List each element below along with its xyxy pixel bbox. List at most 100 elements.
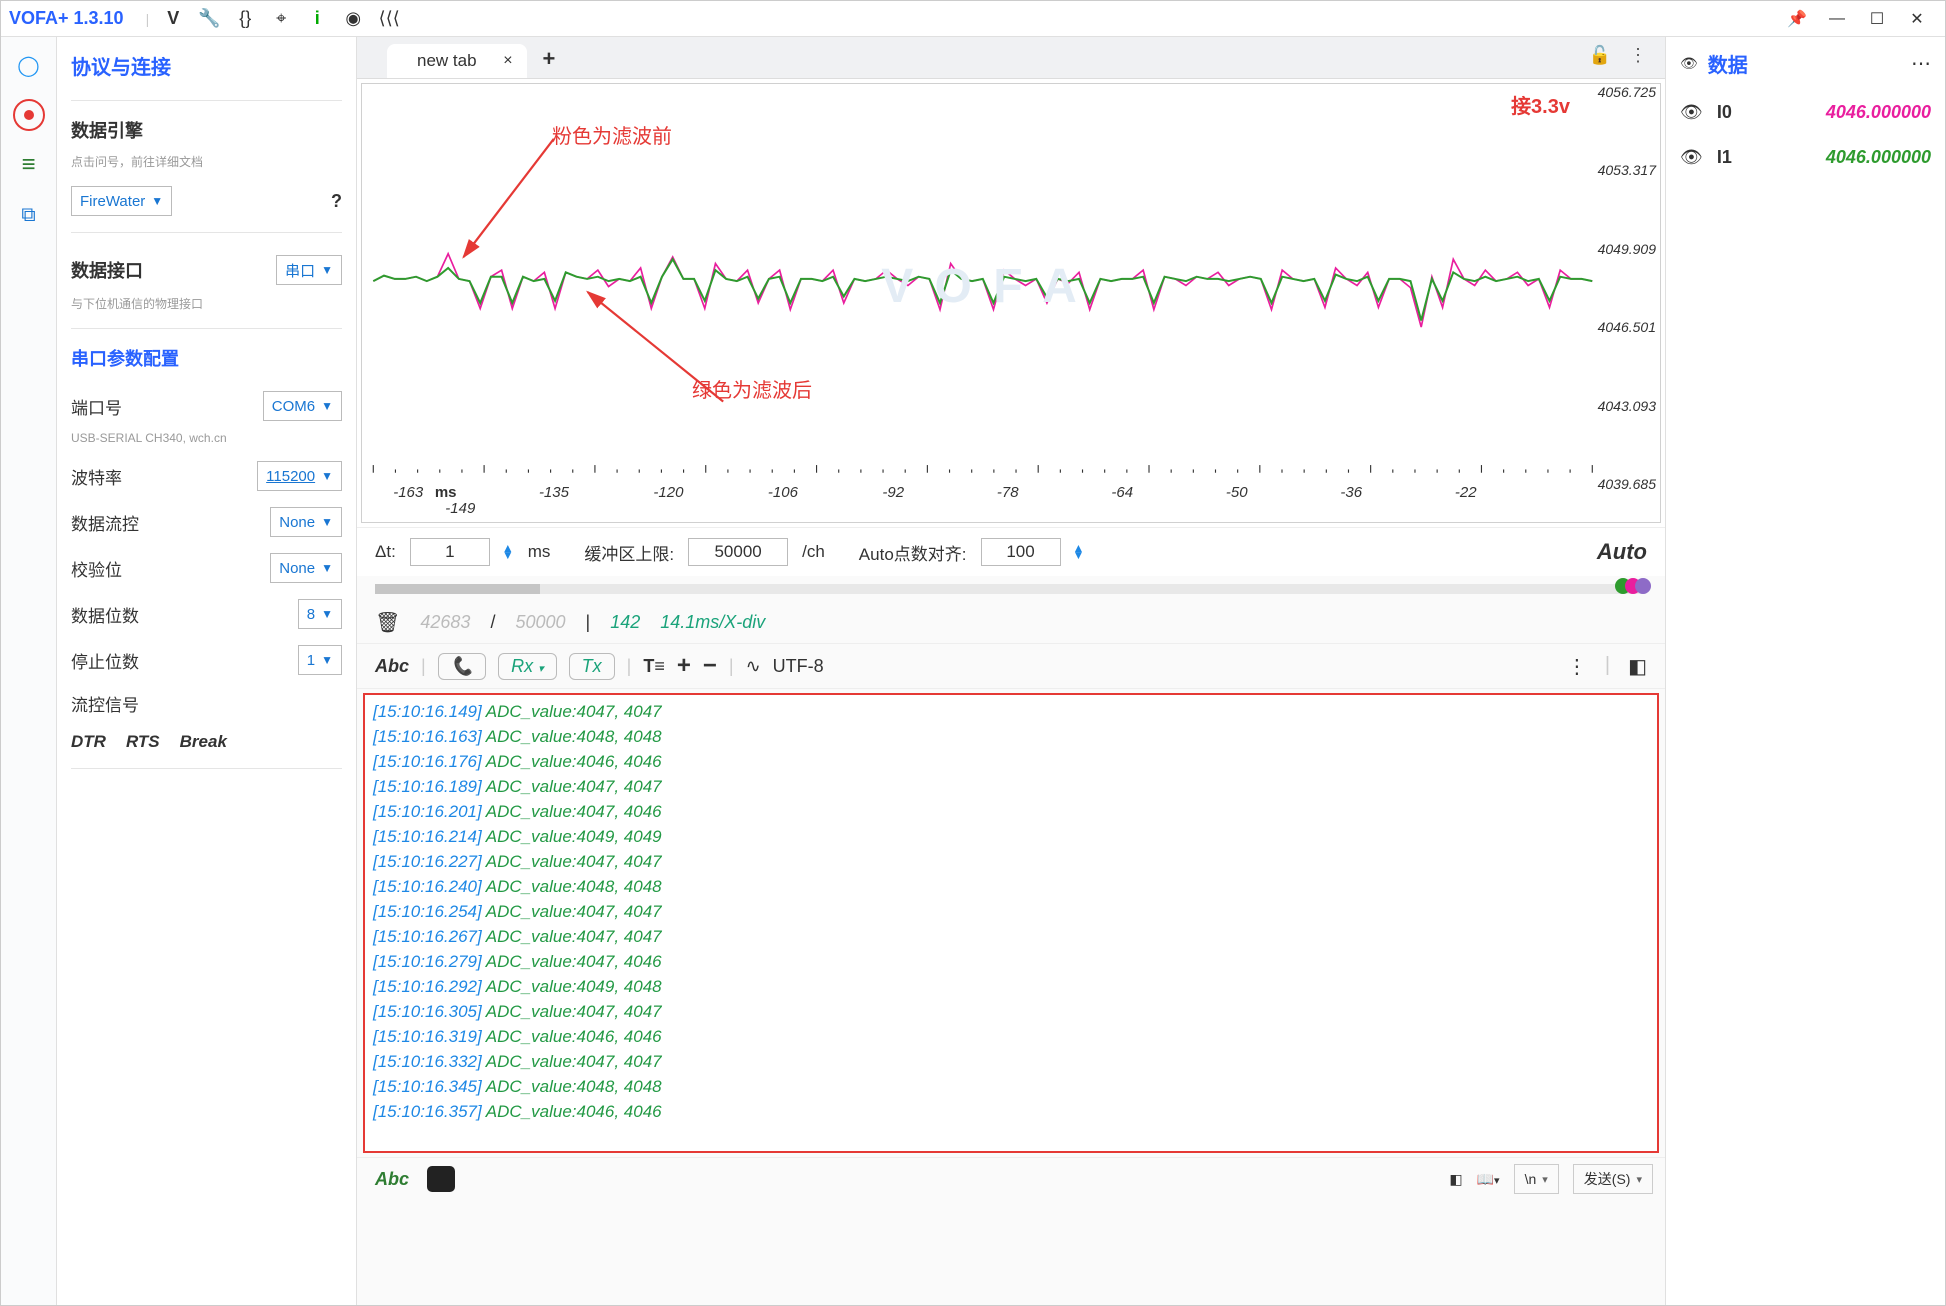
auto-button[interactable]: Auto [1597, 539, 1647, 565]
waveform-chart[interactable]: V O F A 接3.3v [361, 83, 1661, 523]
zoom-out-icon[interactable]: − [703, 652, 717, 680]
x-axis-labels: -163ms-149-135-120-106-92-78-64-50-36-22 [362, 484, 1580, 518]
copy-icon[interactable]: ⧉ [13, 199, 45, 231]
eraser-icon[interactable]: ◧ [1628, 654, 1647, 679]
target-icon[interactable]: ⌖ [267, 5, 295, 33]
serial-title: 串口参数配置 [71, 345, 342, 371]
tab-close-icon[interactable]: × [503, 52, 512, 70]
interface-hint: 与下位机通信的物理接口 [71, 295, 342, 312]
rx-toolbar: Abc | 📞 Rx ▾ Tx | T≡ + − | ∿ UTF-8 ⋮ | ◧ [357, 644, 1665, 689]
engine-select[interactable]: FireWater▼ [71, 186, 172, 216]
buffer-bar: Δt: 1 ▲▼ ms 缓冲区上限: 50000 /ch Auto点数对齐: 1… [357, 527, 1665, 576]
port-select[interactable]: COM6▼ [263, 391, 342, 421]
rx-menu-icon[interactable]: ⋮ [1567, 654, 1587, 679]
stats-bar: | [586, 612, 591, 633]
engine-title: 数据引擎 [71, 117, 342, 143]
databits-select[interactable]: 8▼ [298, 599, 342, 629]
text-format-icon[interactable]: T≡ [643, 656, 665, 677]
help-icon[interactable]: ? [331, 191, 342, 212]
align-label: Auto点数对齐: [859, 540, 967, 565]
engine-value: FireWater [80, 193, 145, 210]
stats-n: 142 [610, 612, 640, 633]
port-hint: USB-SERIAL CH340, wch.cn [71, 431, 342, 445]
eye-icon[interactable]: 👁 [1680, 55, 1698, 72]
tab-newtab[interactable]: new tab × [387, 44, 527, 78]
stats-sep: / [490, 612, 495, 633]
braces-icon[interactable]: {} [231, 5, 259, 33]
port-label: 端口号 [71, 394, 122, 419]
line-ending-select[interactable]: \n▾ [1514, 1164, 1559, 1194]
stats-row: 🗑 42683 / 50000 | 142 14.1ms/X-div [357, 602, 1665, 644]
annot-pink: 粉色为滤波前 [552, 120, 672, 149]
tab-add-button[interactable]: + [543, 46, 556, 78]
i1-name: I1 [1717, 147, 1732, 168]
stats-count: 42683 [420, 612, 470, 633]
interface-value: 串口 [285, 260, 315, 281]
data-item-i0[interactable]: 👁 I0 4046.000000 [1680, 102, 1931, 123]
wave-icon[interactable]: ∿ [746, 656, 761, 677]
align-input[interactable]: 100 [981, 538, 1061, 566]
data-item-i1[interactable]: 👁 I1 4046.000000 [1680, 147, 1931, 168]
flow-label: 数据流控 [71, 510, 139, 535]
menu-icon[interactable]: ≡ [13, 149, 45, 181]
rx-toggle[interactable]: Rx ▾ [498, 653, 557, 680]
abc-toggle[interactable]: Abc [375, 656, 409, 677]
dt-input[interactable]: 1 [410, 538, 490, 566]
settings-sidebar: 协议与连接 数据引擎 点击问号，前往详细文档 FireWater▼ ? 数据接口… [57, 37, 357, 1305]
baud-select[interactable]: 115200▼ [257, 461, 342, 491]
record-icon[interactable] [13, 99, 45, 131]
protocol-title: 协议与连接 [71, 51, 342, 80]
maximize-button[interactable]: ☐ [1857, 9, 1897, 29]
rts-button[interactable]: RTS [126, 732, 160, 752]
slider-row [357, 576, 1665, 602]
buf-input[interactable]: 50000 [688, 538, 788, 566]
minimize-button[interactable]: — [1817, 10, 1857, 28]
fingerprint-icon[interactable]: ◉ [339, 5, 367, 33]
close-button[interactable]: ✕ [1897, 9, 1937, 29]
flow-select[interactable]: None▼ [270, 507, 342, 537]
tabbar: new tab × + 🔓 ⋮ [357, 37, 1665, 79]
trash-icon[interactable]: 🗑 [375, 610, 400, 635]
buf-label: 缓冲区上限: [584, 540, 674, 565]
tab-menu-icon[interactable]: ⋮ [1629, 45, 1647, 66]
databits-value: 8 [307, 606, 315, 623]
stats-rate: 14.1ms/X-div [660, 612, 765, 633]
wrench-icon[interactable]: 🔧 [195, 5, 223, 33]
log-output[interactable]: [15:10:16.149] ADC_value:4047, 4047[15:1… [363, 693, 1659, 1153]
eye-i1-icon[interactable]: 👁 [1680, 147, 1703, 168]
panel-menu-icon[interactable]: ⋯ [1911, 51, 1931, 76]
baud-label: 波特率 [71, 464, 122, 489]
stopbits-value: 1 [307, 652, 315, 669]
parity-select[interactable]: None▼ [270, 553, 342, 583]
send-button[interactable]: 发送(S)▾ [1573, 1164, 1653, 1194]
eye-i0-icon[interactable]: 👁 [1680, 102, 1703, 123]
send-abc-toggle[interactable]: Abc [369, 1169, 415, 1190]
collapse-icon[interactable]: ⟨⟨⟨ [375, 5, 403, 33]
lock-icon[interactable]: 🔓 [1589, 45, 1611, 66]
interface-select[interactable]: 串口▼ [276, 255, 342, 285]
stopbits-select[interactable]: 1▼ [298, 645, 342, 675]
left-iconbar: ◯ ≡ ⧉ [1, 37, 57, 1305]
data-title: 数据 [1708, 49, 1748, 78]
tx-toggle[interactable]: Tx [569, 653, 615, 680]
align-spinner[interactable]: ▲▼ [1073, 545, 1085, 559]
baud-value: 115200 [266, 468, 315, 485]
orb-icon[interactable]: ◯ [13, 49, 45, 81]
dt-spinner[interactable]: ▲▼ [502, 545, 514, 559]
phone-icon[interactable]: 📞 [438, 653, 486, 680]
break-button[interactable]: Break [180, 732, 227, 752]
pin-icon[interactable]: 📌 [1777, 9, 1817, 29]
send-mode-icon[interactable] [427, 1166, 455, 1192]
parity-value: None [279, 560, 315, 577]
erase2-icon[interactable]: ◧ [1449, 1171, 1462, 1188]
dtr-button[interactable]: DTR [71, 732, 106, 752]
v-icon[interactable]: V [159, 5, 187, 33]
center-area: new tab × + 🔓 ⋮ V O F A 接3.3v [357, 37, 1665, 1305]
info-icon[interactable]: i [303, 5, 331, 33]
book-icon[interactable]: 📖▾ [1477, 1171, 1500, 1188]
titlebar: VOFA+ 1.3.10 | V 🔧 {} ⌖ i ◉ ⟨⟨⟨ 📌 — ☐ ✕ [1, 1, 1945, 37]
timeline-slider[interactable] [375, 584, 1647, 594]
engine-hint: 点击问号，前往详细文档 [71, 153, 342, 170]
zoom-in-icon[interactable]: + [677, 652, 691, 680]
corner-annot: 接3.3v [1511, 90, 1570, 119]
